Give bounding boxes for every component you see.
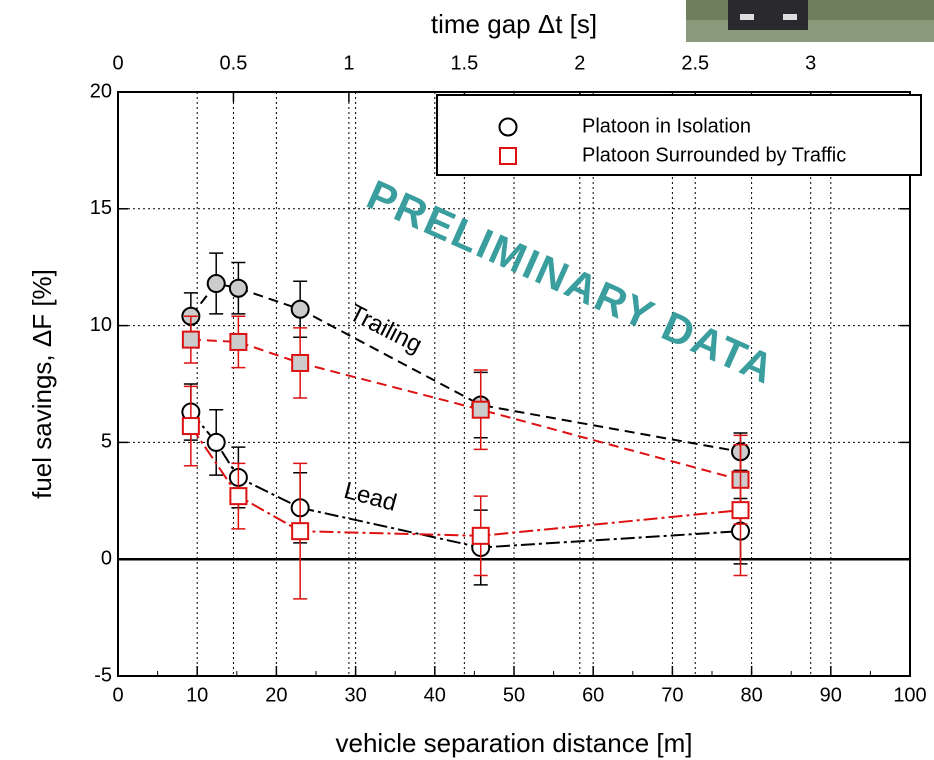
marker [291, 522, 310, 541]
legend-label: Platoon in Isolation [582, 115, 751, 137]
y-axis-title: fuel savings, ΔF [%] [27, 269, 57, 499]
x-tick-label: 20 [265, 684, 287, 706]
marker [731, 501, 750, 520]
photo-fragment [686, 0, 934, 42]
annotation: Lead [341, 477, 400, 517]
marker [229, 487, 248, 506]
x-tick-label: 10 [186, 684, 208, 706]
marker [290, 299, 310, 319]
x2-tick-label: 1.5 [450, 52, 478, 74]
watermark: PRELIMINARY DATA [360, 171, 782, 393]
marker [206, 274, 226, 294]
x-tick-label: 50 [503, 684, 525, 706]
legend-label: Platoon Surrounded by Traffic [582, 144, 846, 166]
marker [181, 330, 200, 349]
x-tick-label: 90 [820, 684, 842, 706]
series-line [190, 411, 741, 549]
x2-tick-label: 2.5 [681, 52, 709, 74]
x-tick-label: 30 [344, 684, 366, 706]
marker [499, 147, 517, 165]
x-axis-title: vehicle separation distance [m] [336, 728, 693, 758]
x2-tick-label: 0.5 [220, 52, 248, 74]
y-tick-label: 10 [90, 314, 112, 336]
annotation: Trailing [345, 299, 427, 358]
marker [498, 117, 518, 137]
marker [471, 400, 490, 419]
marker [291, 353, 310, 372]
x-tick-label: 70 [661, 684, 683, 706]
series-line [190, 338, 741, 481]
y-tick-label: -5 [94, 664, 112, 686]
marker [228, 278, 248, 298]
y-tick-label: 15 [90, 197, 112, 219]
x2-axis-title: time gap Δt [s] [431, 9, 597, 39]
marker [229, 332, 248, 351]
x-tick-label: 40 [424, 684, 446, 706]
x-tick-label: 80 [740, 684, 762, 706]
y-tick-label: 0 [101, 547, 112, 569]
marker [181, 417, 200, 436]
legend-box [436, 94, 922, 176]
x-tick-label: 60 [582, 684, 604, 706]
x-tick-label: 0 [112, 684, 123, 706]
y-tick-label: 20 [90, 80, 112, 102]
x2-tick-label: 2 [574, 52, 585, 74]
y-tick-label: 5 [101, 431, 112, 453]
x2-tick-label: 3 [805, 52, 816, 74]
plot-frame [117, 91, 911, 677]
x-tick-label: 100 [893, 684, 926, 706]
x2-tick-label: 0 [112, 52, 123, 74]
marker [471, 526, 490, 545]
x2-tick-label: 1 [343, 52, 354, 74]
marker [206, 432, 226, 452]
